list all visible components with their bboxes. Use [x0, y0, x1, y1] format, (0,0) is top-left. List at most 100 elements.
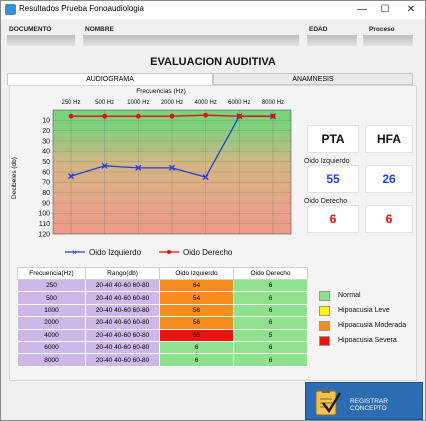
cell-rango: 20-40 40-60 60-80	[85, 353, 160, 367]
chart-legend: × Oido Izquierdo Oido Derecho	[65, 248, 233, 257]
x-tick-label: 4000 Hz	[194, 100, 216, 106]
series-derecho-point	[270, 113, 276, 119]
y-tick-label: 20	[42, 128, 50, 135]
y-tick-label: 90	[42, 200, 50, 207]
hfa-header-box	[365, 125, 413, 153]
window-title: Resultados Prueba Fonoaudiologia	[19, 4, 144, 13]
legend-der-marker	[167, 250, 171, 254]
table-row: 1000 20-40 40-60 60-80 56 6	[17, 303, 308, 318]
y-tick-label: 50	[42, 159, 50, 166]
maximize-button[interactable]: ☐	[380, 4, 390, 15]
nombre-label: NOMBRE	[85, 26, 114, 33]
cell-oido-izquierdo: 56	[159, 316, 234, 330]
col-oido-derecho: Oido Derecho	[233, 267, 308, 280]
cell-oido-izquierdo: 65	[159, 328, 234, 342]
x-axis-title: Frecuencias (Hz)	[136, 88, 185, 95]
hfa-izq-box	[365, 165, 413, 193]
cell-rango: 20-40 40-60 60-80	[85, 303, 160, 318]
table-row: 2000 20-40 40-60 60-80 56 6	[17, 316, 308, 330]
minimize-button[interactable]: —	[357, 4, 367, 15]
cell-oido-derecho: 6	[233, 340, 308, 355]
izq-caption: Oido Izquierdo	[304, 158, 350, 165]
registrar-concepto-label: REGISTRAR CONCEPTO	[350, 398, 388, 412]
documento-label: DOCUMENTO	[9, 26, 52, 33]
pta-der-value: 6	[329, 212, 337, 226]
cell-rango: 20-40 40-60 60-80	[85, 291, 160, 305]
series-derecho-point	[68, 113, 74, 119]
y-tick-label: 80	[42, 190, 50, 197]
table-row: 250 20-40 40-60 60-80 64 6	[17, 278, 308, 293]
x-tick-label: 2000 Hz	[161, 100, 183, 106]
chart-series	[67, 112, 277, 181]
series-derecho-point	[135, 113, 141, 119]
cell-frecuencia: 250	[17, 278, 86, 293]
cell-oido-derecho: 5	[233, 328, 308, 342]
table-row: 6000 20-40 40-60 60-80 6 6	[17, 340, 308, 355]
severity-swatch	[319, 306, 330, 316]
y-tick-label: 60	[42, 169, 50, 176]
cell-frecuencia: 6000	[17, 340, 86, 355]
tab-anamnesis[interactable]: ANAMNESIS	[213, 73, 413, 85]
pta-header-box	[307, 125, 359, 153]
severity-label: Hipoacusia Moderada	[338, 322, 407, 329]
col-frecuencia: Frecuencia(Hz)	[17, 267, 86, 280]
severity-swatch	[319, 291, 330, 301]
y-axis-title: Decibeles (db)	[11, 157, 18, 199]
audiogram-chart: Frecuencias (Hz) Decibeles (db) 250 Hz 50…	[11, 86, 299, 238]
x-tick-label: 250 Hz	[61, 100, 80, 106]
series-izquierdo-point	[168, 164, 176, 171]
edad-label: EDAD	[309, 26, 328, 33]
table-row: 4000 20-40 40-60 60-80 65 5	[17, 328, 308, 342]
y-tick-label: 70	[42, 180, 50, 187]
page-title: EVALUACION AUDITIVA	[150, 56, 276, 68]
legend-izq-label: Oido Izquierdo	[89, 248, 142, 257]
proceso-label: Proceso	[369, 26, 395, 33]
cell-rango: 20-40 40-60 60-80	[85, 340, 160, 355]
series-izquierdo-point	[135, 164, 142, 171]
pta-label: PTA	[321, 132, 345, 146]
y-tick-label: 30	[42, 138, 50, 145]
cell-rango: 20-40 40-60 60-80	[85, 316, 160, 330]
x-tick-label: 1000 Hz	[127, 100, 149, 106]
y-tick-label: 120	[38, 231, 50, 238]
col-rango: Rango(db)	[85, 267, 160, 280]
cell-frecuencia: 500	[17, 291, 86, 305]
close-button[interactable]: ✕	[406, 4, 416, 15]
cell-oido-derecho: 6	[233, 278, 308, 293]
cell-oido-izquierdo: 6	[159, 353, 234, 367]
der-caption: Oido Derecho	[304, 198, 348, 205]
x-tick-label: 500 Hz	[95, 100, 114, 106]
cell-oido-izquierdo: 6	[159, 340, 234, 355]
title-bar: Resultados Prueba Fonoaudiologia — ☐ ✕	[1, 1, 425, 19]
y-tick-label: 40	[42, 149, 50, 156]
x-tick-label: 6000 Hz	[228, 100, 250, 106]
severity-label: Hipoacusia Severa	[338, 337, 397, 344]
nombre-field	[83, 35, 299, 46]
cell-oido-derecho: 6	[233, 291, 308, 305]
cell-oido-derecho: 6	[233, 303, 308, 318]
table-row: 8000 20-40 40-60 60-80 6 6	[17, 353, 308, 367]
y-tick-label: 110	[39, 221, 50, 228]
decibel-ticks: 10 20 30 40 50 60 70 80 90 100 110 120	[38, 118, 50, 238]
series-derecho-point	[169, 113, 175, 119]
cell-rango: 20-40 40-60 60-80	[85, 328, 160, 342]
results-table: Frecuencia(Hz) Rango(db) Oido Izquierdo …	[17, 267, 308, 367]
table-header-row: Frecuencia(Hz) Rango(db) Oido Izquierdo …	[17, 267, 308, 280]
hfa-der-box	[365, 205, 413, 233]
series-izquierdo-point	[67, 173, 75, 180]
legend-der-label: Oido Derecho	[183, 248, 233, 257]
edad-field	[307, 35, 357, 46]
cell-oido-derecho: 6	[233, 316, 308, 330]
pta-der-box	[307, 205, 359, 233]
x-tick-label: 8000 Hz	[262, 100, 284, 106]
hfa-izq-value: 26	[382, 172, 396, 186]
app-icon	[5, 4, 16, 15]
legend-izq-marker: ×	[72, 248, 77, 257]
cell-oido-izquierdo: 56	[159, 303, 234, 318]
registrar-concepto-button[interactable]: REGISTRAR CONCEPTO	[305, 382, 423, 420]
tab-audiograma[interactable]: AUDIOGRAMA	[7, 73, 213, 85]
pta-izq-value: 55	[326, 172, 340, 186]
severity-label: Normal	[338, 292, 361, 299]
documento-field	[7, 35, 75, 46]
